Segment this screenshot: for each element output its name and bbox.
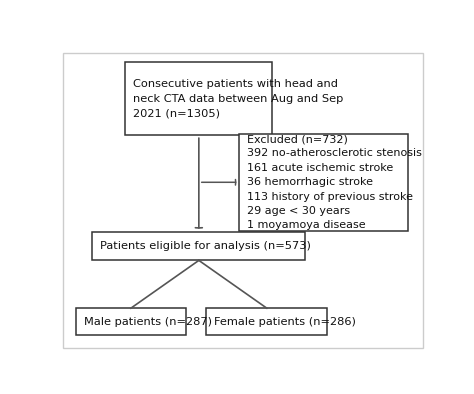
Text: Patients eligible for analysis (n=573): Patients eligible for analysis (n=573) [100,241,311,251]
Text: Excluded (n=732)
392 no-atherosclerotic stenosis
161 acute ischemic stroke
36 he: Excluded (n=732) 392 no-atherosclerotic … [247,134,422,230]
Text: Consecutive patients with head and
neck CTA data between Aug and Sep
2021 (n=130: Consecutive patients with head and neck … [134,80,344,118]
FancyBboxPatch shape [92,232,305,260]
FancyBboxPatch shape [125,63,272,135]
FancyBboxPatch shape [206,308,328,336]
FancyBboxPatch shape [239,134,408,231]
Text: Female patients (n=286): Female patients (n=286) [214,317,356,327]
Text: Male patients (n=287): Male patients (n=287) [84,317,212,327]
FancyBboxPatch shape [76,308,186,336]
